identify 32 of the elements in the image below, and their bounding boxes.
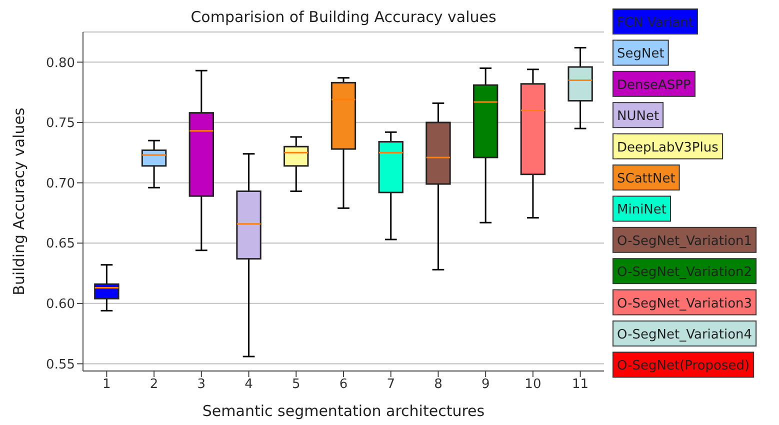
legend-label: SegNet	[617, 46, 664, 62]
x-tick-label: 10	[524, 377, 542, 392]
x-tick-label: 2	[150, 377, 158, 392]
x-axis-title: Semantic segmentation architectures	[202, 402, 485, 420]
x-tick-label: 4	[244, 377, 253, 392]
x-tick-label: 6	[339, 377, 348, 392]
text: FCN Variant	[617, 16, 694, 30]
y-tick-label: 0.55	[46, 357, 75, 372]
x-tick-label: 7	[386, 377, 396, 392]
legend-label: O-SegNet_Variation2	[617, 265, 752, 280]
y-axis-title: Building Accuracy values	[10, 107, 28, 296]
legend-label: MiniNet	[617, 202, 666, 218]
x-tick-label: 11	[572, 377, 589, 392]
y-tick-label: 0.70	[46, 176, 75, 192]
legend-label: O-SegNet(Proposed)	[617, 358, 750, 374]
x-tick-label: 9	[481, 377, 490, 392]
x-tick-label: 3	[197, 377, 206, 392]
legend-label: DenseASPP	[617, 78, 692, 93]
y-tick-label: 0.65	[46, 236, 75, 252]
y-tick-label: 0.75	[46, 116, 75, 132]
text: SCattNet	[617, 172, 676, 186]
legend-label: O-SegNet_Variation3	[617, 296, 752, 312]
legend-label: DeepLabV3Plus	[617, 140, 719, 156]
legend-label: O-SegNet_Variation1	[617, 234, 752, 249]
x-tick-label: 8	[434, 377, 442, 392]
y-tick-label: 0.60	[46, 297, 75, 312]
chart-title: Comparision of Building Accuracy values	[190, 8, 496, 26]
x-tick-label: 5	[292, 377, 300, 392]
legend-label: NUNet	[617, 109, 660, 124]
text: O-SegNet_Variation4	[617, 328, 752, 342]
y-tick-label: 0.80	[46, 56, 75, 71]
x-tick-label: 1	[102, 377, 111, 392]
